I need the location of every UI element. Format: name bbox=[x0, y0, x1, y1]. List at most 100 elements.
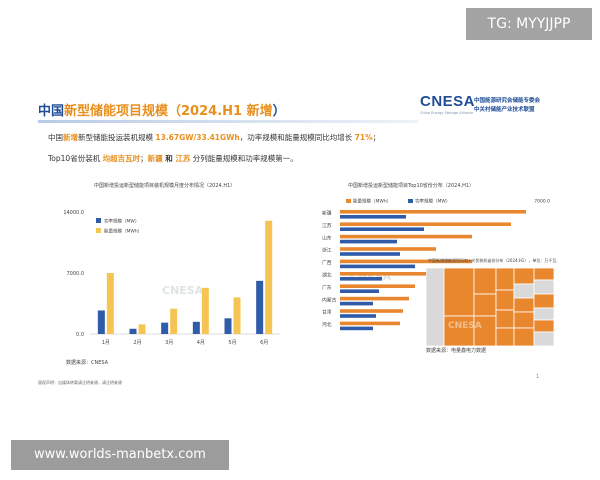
treemap-cell bbox=[513, 311, 535, 329]
copyright-footnote: 版权声明：自媒体转载请注明来源，请注明来源 bbox=[38, 380, 122, 385]
bar-energy bbox=[340, 321, 400, 326]
monthly-chart-source: 数据来源：CNESA bbox=[66, 360, 109, 366]
treemap-cell bbox=[443, 268, 475, 317]
y-tick-label: 7000.0 bbox=[67, 271, 85, 277]
x-tick-label: 5月 bbox=[228, 340, 236, 346]
province-chart-title: 中国新增投运新型储能项目Top10省份分布（2024.H1） bbox=[348, 183, 475, 189]
legend-label-power: 功率规模（MW） bbox=[415, 198, 450, 205]
treemap-cell bbox=[473, 268, 497, 295]
bar-power bbox=[340, 289, 379, 293]
bar-energy bbox=[340, 210, 526, 214]
y-tick-label: 0.0 bbox=[76, 332, 84, 338]
treemap-cell bbox=[533, 268, 554, 281]
legend-swatch-energy bbox=[96, 228, 101, 233]
bar-energy bbox=[340, 247, 436, 251]
bar-energy bbox=[340, 284, 415, 288]
x-tick-label: 3月 bbox=[165, 340, 173, 346]
bar-energy bbox=[233, 297, 241, 334]
treemap-cell bbox=[513, 283, 535, 299]
website-url-banner: www.worlds-manbetx.com bbox=[11, 440, 229, 470]
treemap-cell bbox=[495, 268, 515, 291]
treemap-cell bbox=[495, 289, 515, 311]
legend-swatch-energy bbox=[346, 199, 351, 203]
treemap-cell bbox=[473, 293, 497, 317]
province-bar-chart: 能量规模（MWh） 功率规模（MW） 7000.0 CNESA 新疆江苏山东浙江广西湖北… bbox=[322, 198, 550, 331]
y-tick-label: 湖北 bbox=[322, 272, 332, 279]
bar-energy bbox=[138, 324, 146, 334]
x-tick-label: 1月 bbox=[102, 340, 110, 346]
bar-power bbox=[340, 264, 415, 269]
treemap-source: 数据来源：电量鑫电力数据 bbox=[426, 348, 487, 354]
logo-org-name-2: 中关村储能产业技术联盟 bbox=[474, 107, 535, 113]
legend-swatch-power bbox=[408, 199, 413, 203]
chart-watermark: CNESA bbox=[350, 270, 392, 283]
bar-energy bbox=[170, 308, 178, 334]
bar-power bbox=[340, 314, 376, 318]
treemap-cell bbox=[495, 309, 515, 329]
x-tick-label: 2月 bbox=[133, 340, 141, 346]
legend-label-energy: 能量规模（MWh） bbox=[104, 228, 142, 235]
slide: 中国新型储能项目规模（2024.H1 新增） CNESA 中国能源研究会储能专委… bbox=[22, 78, 578, 394]
bar-power bbox=[340, 301, 373, 306]
treemap-title: 中国新增储能规划风电+光伏装机省份分布（2024.H1），单位：万千瓦 bbox=[428, 258, 557, 263]
cnesa-logo: CNESA 中国能源研究会储能专委会 中关村储能产业技术联盟 China Ene… bbox=[420, 92, 570, 118]
treemap-cell bbox=[513, 327, 535, 346]
bar-energy bbox=[265, 220, 273, 334]
bar-energy bbox=[201, 287, 209, 334]
bar-power bbox=[340, 227, 424, 231]
y-tick-label: 江苏 bbox=[322, 222, 332, 229]
bar-power bbox=[340, 239, 397, 244]
bar-energy bbox=[340, 234, 472, 239]
y-tick-label: 14000.0 bbox=[63, 210, 84, 216]
summary-line-1: 中国新增新型储能投运装机规模 13.67GW/33.41GWh，功率规模和能量规… bbox=[48, 133, 381, 142]
treemap-cell bbox=[533, 293, 554, 309]
bar-energy bbox=[340, 222, 511, 226]
chart-watermark: CNESA bbox=[448, 321, 482, 331]
logo-wordmark: CNESA bbox=[420, 93, 476, 110]
bar-energy bbox=[340, 259, 472, 264]
bar-power bbox=[340, 326, 373, 331]
treemap-cell bbox=[513, 268, 535, 285]
summary-line-2: Top10省份装机 均超吉瓦时；新疆 和 江苏 分列能量规模和功率规模第一。 bbox=[48, 154, 298, 163]
y-tick-label: 河北 bbox=[322, 321, 332, 328]
treemap-cell bbox=[533, 331, 554, 346]
monthly-chart-title: 中国新增投运新型储能项目装机规模月度分布情况（2024.H1） bbox=[94, 183, 236, 189]
treemap-cell bbox=[533, 279, 554, 295]
treemap-cell bbox=[533, 307, 554, 321]
y-tick-label: 广东 bbox=[322, 284, 332, 291]
y-tick-label: 浙江 bbox=[322, 247, 332, 254]
bar-energy bbox=[106, 273, 114, 334]
logo-org-name-1: 中国能源研究会储能专委会 bbox=[474, 98, 541, 104]
y-tick-label: 甘肃 bbox=[322, 309, 332, 316]
bar-power bbox=[340, 215, 406, 219]
treemap-cell bbox=[443, 315, 475, 346]
chart-watermark: CNESA bbox=[162, 284, 204, 297]
logo-english-name: China Energy Storage Alliance bbox=[420, 111, 474, 115]
bar-power bbox=[224, 318, 232, 334]
title-underline bbox=[38, 120, 418, 123]
bar-power bbox=[129, 328, 137, 334]
page-marker: 1 bbox=[536, 374, 540, 380]
bar-power bbox=[256, 280, 264, 334]
telegram-badge: TG: MYYJJPP bbox=[466, 8, 592, 40]
bar-power bbox=[97, 310, 105, 334]
bar-energy bbox=[340, 272, 433, 276]
bar-energy bbox=[340, 296, 409, 301]
y-tick-label: 新疆 bbox=[322, 210, 332, 217]
treemap-cell bbox=[513, 297, 535, 313]
page-title: 中国新型储能项目规模（2024.H1 新增） bbox=[38, 104, 286, 119]
x-tick-label: 4月 bbox=[197, 340, 205, 346]
x-tick-label: 6月 bbox=[260, 340, 268, 346]
bar-power bbox=[161, 322, 169, 334]
y-tick-label: 广西 bbox=[322, 259, 332, 266]
treemap-cell bbox=[533, 319, 554, 333]
treemap-cell bbox=[495, 327, 515, 346]
bar-energy bbox=[340, 309, 403, 313]
y-tick-label: 山东 bbox=[322, 234, 332, 241]
treemap-cell bbox=[426, 268, 445, 346]
bar-power bbox=[340, 252, 400, 256]
monthly-bar-chart: 0.0 7000.0 14000.0 功率规模（MW） 能量规模（MWh） CNESA 1月… bbox=[63, 210, 280, 346]
legend-swatch-power bbox=[96, 218, 101, 223]
bar-power bbox=[192, 321, 200, 334]
x-tick-label: 7000.0 bbox=[534, 199, 550, 205]
